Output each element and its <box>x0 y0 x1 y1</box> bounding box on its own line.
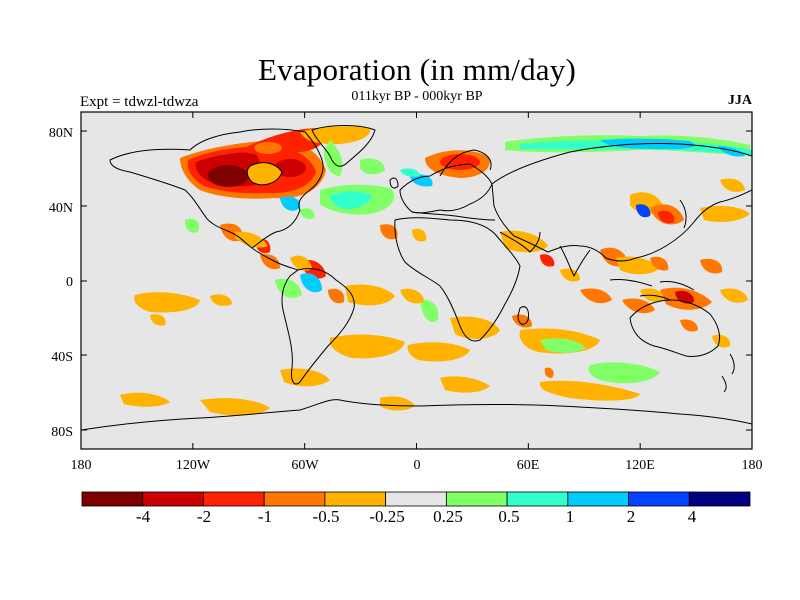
coast-mediterranean <box>411 211 496 221</box>
coast-antarctica <box>81 399 752 431</box>
y-tick-label-80n: 80N <box>49 126 73 141</box>
y-tick-label-0: 0 <box>66 275 73 290</box>
scandinavia-anomaly <box>400 150 490 187</box>
experiment-label: Expt = tdwzl-tdwza <box>80 94 199 110</box>
coast-south-america <box>281 267 355 385</box>
coast-asia <box>491 142 752 262</box>
y-tick-label-80s: 80S <box>51 425 73 440</box>
x-tick-label-0: 0 <box>414 458 421 473</box>
colorbar-box-4 <box>263 491 326 507</box>
colorbar <box>81 491 751 507</box>
coast-hudson-bay <box>246 162 283 186</box>
colorbar-label-2: -2 <box>197 507 211 526</box>
coast-indonesia <box>609 279 695 301</box>
coast-british-isles <box>389 177 399 189</box>
coast-japan <box>679 199 687 229</box>
axis-ticks <box>80 112 753 449</box>
colorbar-box-3 <box>203 491 265 507</box>
south-pacific-anomaly <box>134 292 232 326</box>
coast-greenland <box>311 125 376 167</box>
coast-australia <box>629 299 721 357</box>
colorbar-box-7 <box>445 491 508 507</box>
plot-subtitle: 011kyr BP - 000kyr BP <box>351 89 483 104</box>
x-tick-label-120e: 120E <box>625 458 655 473</box>
axis-labels: 180 120W 60W 0 60E 120E 180 80N 40N 0 40… <box>49 126 763 473</box>
x-tick-label-60e: 60E <box>517 458 540 473</box>
x-tick-label-60w: 60W <box>291 458 319 473</box>
coast-central-america <box>251 247 299 271</box>
coast-africa <box>394 217 521 342</box>
coast-madagascar <box>517 306 529 325</box>
north-atlantic-anomaly <box>184 158 395 233</box>
coast-arabia <box>499 231 541 253</box>
arctic-positive-strip <box>505 135 752 157</box>
anomaly-fields <box>120 126 752 416</box>
colorbar-box-9 <box>567 491 629 507</box>
colorbar-box-1 <box>81 491 144 507</box>
colorbar-box-10 <box>628 491 690 507</box>
colorbar-label-3: -1 <box>258 507 272 526</box>
colorbar-box-6 <box>385 491 447 507</box>
y-tick-label-40s: 40S <box>51 350 73 365</box>
colorbar-box-5 <box>324 491 387 507</box>
colorbar-labels: -4 -2 -1 -0.5 -0.25 0.25 0.5 1 2 4 <box>136 507 697 526</box>
coast-india <box>559 245 591 278</box>
colorbar-label-7: 0.5 <box>498 507 519 526</box>
colorbar-box-11 <box>688 491 751 507</box>
africa-anomaly <box>412 228 555 267</box>
x-tick-label-180w: 180 <box>71 458 92 473</box>
x-tick-label-120w: 120W <box>176 458 211 473</box>
colorbar-label-1: -4 <box>136 507 151 526</box>
colorbar-label-6: 0.25 <box>433 507 463 526</box>
coast-new-zealand <box>721 353 735 393</box>
colorbar-label-8: 1 <box>566 507 575 526</box>
colorbar-box-2 <box>142 491 204 507</box>
caribbean-anomaly <box>220 223 345 304</box>
colorbar-box-8 <box>506 491 569 507</box>
x-tick-label-180e: 180 <box>742 458 763 473</box>
coast-scandinavia <box>439 149 492 177</box>
colorbar-label-10: 4 <box>688 507 697 526</box>
colorbar-label-5: -0.25 <box>369 507 404 526</box>
coastlines <box>81 125 752 431</box>
coast-north-america <box>109 128 324 249</box>
tropical-atlantic-anomaly <box>345 224 439 322</box>
southern-ocean-anomaly <box>120 314 660 416</box>
plot-title: Evaporation (in mm/day) <box>258 52 576 87</box>
colorbar-label-4: -0.5 <box>313 507 340 526</box>
season-label: JJA <box>727 93 752 108</box>
colorbar-label-9: 2 <box>627 507 636 526</box>
y-tick-label-40n: 40N <box>49 201 73 216</box>
